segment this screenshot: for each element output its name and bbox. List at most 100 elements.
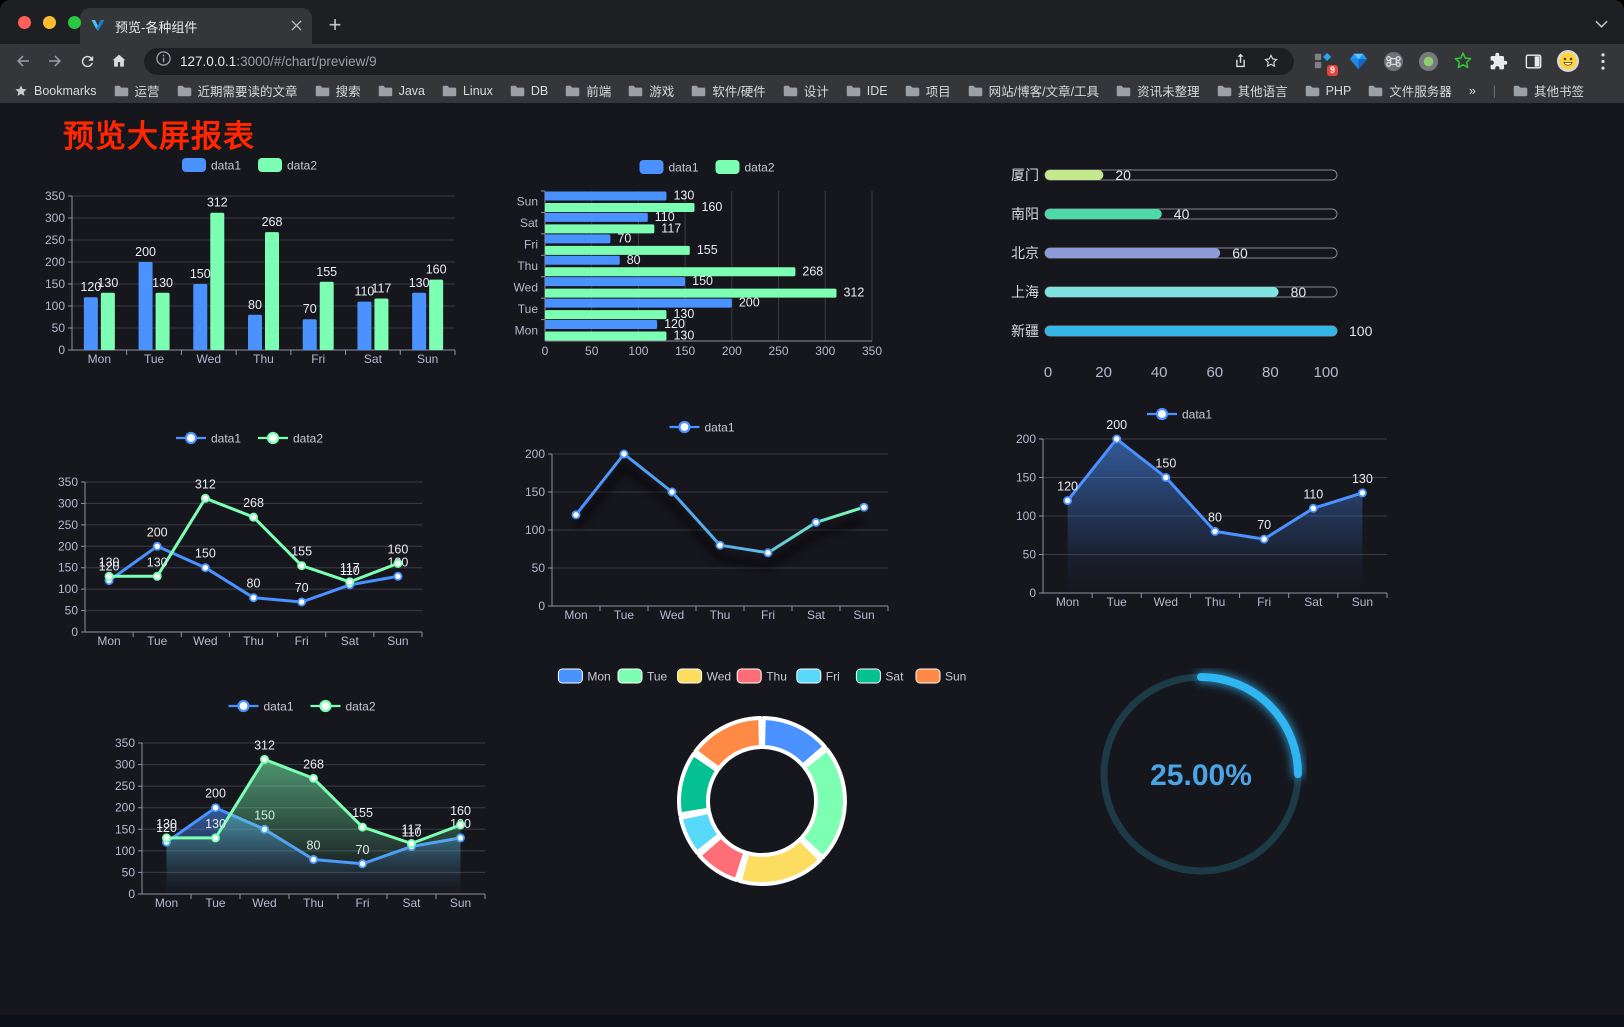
home-button[interactable] bbox=[106, 48, 132, 74]
svg-text:Sat: Sat bbox=[402, 896, 421, 910]
svg-text:268: 268 bbox=[243, 496, 264, 510]
bookmark-folder[interactable]: 网站/博客/文章/工具 bbox=[968, 81, 1099, 100]
extension-green-star-icon[interactable] bbox=[1452, 50, 1474, 72]
forward-button[interactable] bbox=[42, 48, 68, 74]
site-info-icon[interactable] bbox=[156, 51, 171, 71]
bookmark-folder[interactable]: 游戏 bbox=[628, 81, 674, 100]
svg-text:Tue: Tue bbox=[647, 670, 668, 684]
bookmark-folder[interactable]: Linux bbox=[442, 84, 493, 98]
maximize-window-button[interactable] bbox=[68, 16, 81, 29]
reload-button[interactable] bbox=[74, 48, 100, 74]
extension-record-icon[interactable] bbox=[1417, 50, 1439, 72]
share-icon[interactable] bbox=[1229, 50, 1251, 72]
browser-menu-icon[interactable] bbox=[1592, 50, 1614, 72]
svg-text:312: 312 bbox=[195, 477, 216, 491]
bookmark-folder[interactable]: PHP bbox=[1305, 84, 1351, 98]
bookmark-folder[interactable]: 近期需要读的文章 bbox=[177, 81, 298, 100]
svg-text:Thu: Thu bbox=[253, 352, 274, 366]
svg-text:data1: data1 bbox=[211, 432, 241, 446]
svg-text:Sat: Sat bbox=[520, 216, 539, 230]
extension-badge: 9 bbox=[1326, 65, 1338, 76]
new-tab-button[interactable]: + bbox=[328, 12, 342, 37]
chart-legend[interactable]: data1 data2 bbox=[228, 700, 376, 714]
svg-text:130: 130 bbox=[673, 307, 694, 321]
bookmark-folder[interactable]: IDE bbox=[846, 84, 888, 98]
tab-strip-chevron-icon[interactable] bbox=[1595, 16, 1608, 34]
chart-legend[interactable]: Mon Tue Wed Thu Fri Sat Sun bbox=[557, 668, 966, 684]
svg-text:data1: data1 bbox=[211, 159, 241, 173]
bookmark-folder[interactable]: 软件/硬件 bbox=[691, 81, 766, 100]
svg-text:Sat: Sat bbox=[807, 608, 826, 622]
svg-text:130: 130 bbox=[147, 555, 168, 569]
svg-text:Mon: Mon bbox=[1056, 595, 1079, 609]
svg-text:Fri: Fri bbox=[761, 608, 775, 622]
bookmarks-manager[interactable]: Bookmarks bbox=[14, 84, 97, 98]
extension-gem-icon[interactable] bbox=[1347, 50, 1369, 72]
page-title: 预览大屏报表 bbox=[63, 119, 255, 154]
extensions-puzzle-icon[interactable] bbox=[1487, 50, 1509, 72]
svg-text:20: 20 bbox=[1115, 167, 1131, 183]
chart-legend[interactable]: data1 bbox=[669, 421, 735, 435]
bookmark-folder[interactable]: DB bbox=[510, 84, 548, 98]
address-bar[interactable]: 127.0.0.1:3000/#/chart/preview/9 bbox=[144, 47, 1294, 75]
svg-text:350: 350 bbox=[115, 736, 135, 750]
svg-text:data2: data2 bbox=[346, 700, 376, 714]
chart-legend[interactable]: data1 data2 bbox=[176, 432, 323, 446]
bookmarks-star-icon bbox=[15, 84, 27, 96]
bookmark-folder[interactable]: 其他语言 bbox=[1217, 81, 1288, 100]
bookmark-folder[interactable]: Java bbox=[378, 84, 425, 98]
bookmark-star-icon[interactable] bbox=[1260, 50, 1282, 72]
svg-text:100: 100 bbox=[525, 523, 545, 537]
svg-text:南阳: 南阳 bbox=[1011, 206, 1039, 222]
bookmark-folder[interactable]: 前端 bbox=[565, 81, 611, 100]
svg-text:60: 60 bbox=[1232, 245, 1248, 261]
chart-legend[interactable]: data1 data2 bbox=[182, 158, 317, 173]
svg-text:160: 160 bbox=[450, 804, 471, 818]
svg-text:70: 70 bbox=[1257, 518, 1271, 532]
folder-icon bbox=[114, 85, 128, 96]
svg-text:Tue: Tue bbox=[205, 896, 226, 910]
extension-tabs-icon[interactable]: 9 bbox=[1312, 50, 1338, 76]
svg-text:Wed: Wed bbox=[514, 280, 538, 294]
bookmark-folder[interactable]: 搜索 bbox=[315, 81, 361, 100]
browser-tab[interactable]: 预览-各种组件 bbox=[80, 8, 312, 44]
svg-text:155: 155 bbox=[697, 243, 718, 257]
bookmarks-overflow-button[interactable]: » bbox=[1468, 83, 1476, 98]
svg-text:350: 350 bbox=[862, 344, 882, 358]
svg-text:Sun: Sun bbox=[1352, 595, 1373, 609]
svg-text:120: 120 bbox=[99, 560, 120, 574]
tab-close-icon[interactable] bbox=[291, 18, 302, 34]
bookmark-folder[interactable]: 运营 bbox=[114, 81, 160, 100]
svg-text:Fri: Fri bbox=[356, 896, 370, 910]
minimize-window-button[interactable] bbox=[43, 16, 56, 29]
bookmark-folder[interactable]: 资讯未整理 bbox=[1116, 81, 1200, 100]
folder-icon bbox=[510, 85, 525, 96]
back-button[interactable] bbox=[10, 48, 36, 74]
bookmarks-divider: | bbox=[1492, 83, 1497, 98]
folder-icon bbox=[378, 85, 392, 96]
other-bookmarks-button[interactable]: 其他书签 bbox=[1513, 81, 1584, 100]
chart-legend[interactable]: data1 data2 bbox=[639, 160, 775, 175]
svg-text:312: 312 bbox=[254, 738, 275, 752]
folder-icon bbox=[1513, 85, 1528, 96]
extension-command-icon[interactable] bbox=[1382, 50, 1404, 72]
close-window-button[interactable] bbox=[18, 16, 31, 29]
bookmark-folder[interactable]: 设计 bbox=[783, 81, 829, 100]
svg-text:110: 110 bbox=[354, 285, 374, 299]
svg-text:160: 160 bbox=[426, 263, 447, 277]
bookmark-folder[interactable]: 文件服务器 bbox=[1368, 81, 1452, 100]
profile-avatar[interactable] bbox=[1557, 50, 1579, 72]
svg-text:新疆: 新疆 bbox=[1011, 323, 1039, 339]
chart-line-double: 0 50 100 150 200 250 300 350 Mon Tue Wed Thu Fri Sat S… bbox=[40, 421, 465, 656]
tab-strip: 预览-各种组件 + bbox=[0, 0, 1624, 44]
svg-text:100: 100 bbox=[628, 344, 648, 358]
page-bottom-strip bbox=[0, 1015, 1624, 1027]
svg-text:Mon: Mon bbox=[88, 352, 111, 366]
svg-text:data2: data2 bbox=[293, 432, 323, 446]
svg-text:250: 250 bbox=[45, 233, 65, 247]
chart-legend[interactable]: data1 bbox=[1147, 408, 1212, 422]
bookmark-folder[interactable]: 项目 bbox=[905, 81, 951, 100]
folder-icon bbox=[1305, 85, 1319, 96]
svg-text:200: 200 bbox=[58, 539, 78, 553]
side-panel-icon[interactable] bbox=[1522, 50, 1544, 72]
